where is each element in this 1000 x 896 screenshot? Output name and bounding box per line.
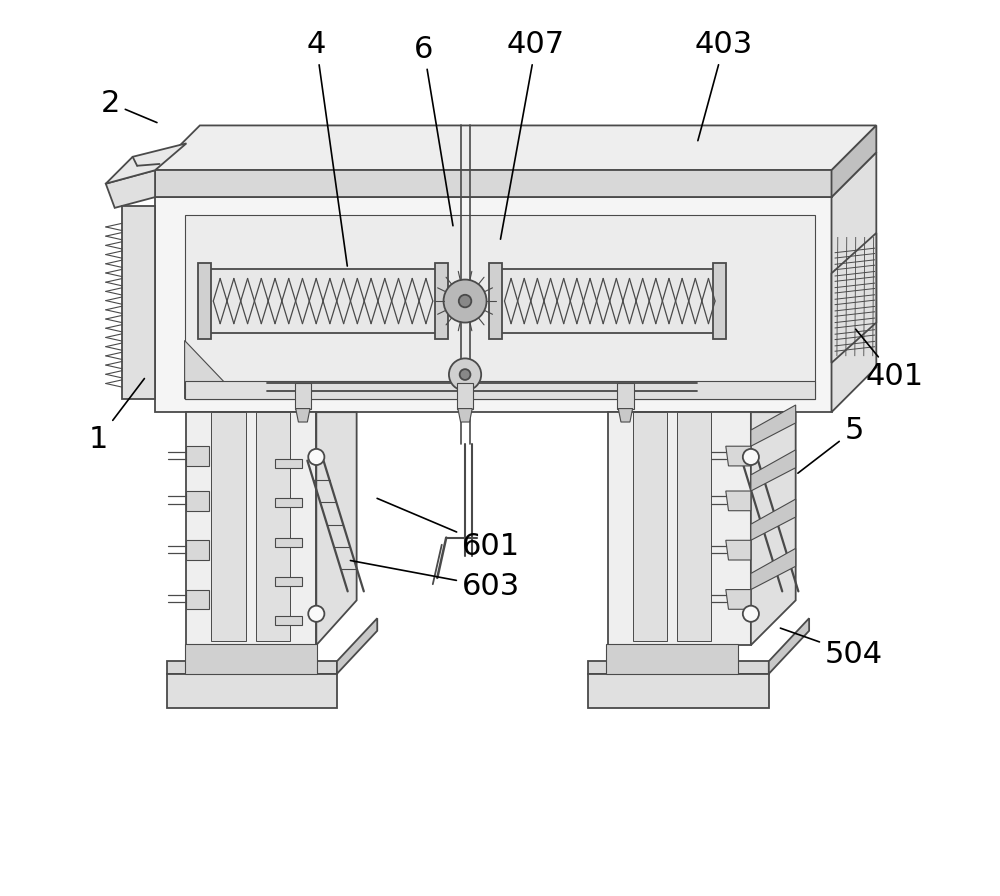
Text: 601: 601 — [377, 498, 520, 561]
Polygon shape — [155, 125, 876, 170]
Polygon shape — [106, 143, 186, 184]
Polygon shape — [726, 590, 751, 609]
Bar — [435, 263, 448, 339]
Text: 403: 403 — [695, 30, 753, 141]
Polygon shape — [296, 409, 310, 422]
Bar — [275, 616, 302, 625]
Bar — [275, 538, 302, 547]
Polygon shape — [186, 446, 209, 466]
Bar — [198, 263, 211, 339]
Polygon shape — [337, 618, 377, 674]
Bar — [617, 383, 634, 409]
Bar — [211, 412, 246, 641]
Text: 2: 2 — [101, 89, 157, 123]
Polygon shape — [751, 405, 796, 446]
Polygon shape — [185, 215, 815, 399]
Circle shape — [743, 606, 759, 622]
Polygon shape — [316, 412, 357, 645]
Bar — [256, 412, 290, 641]
Bar — [677, 412, 711, 641]
Polygon shape — [751, 548, 796, 590]
Polygon shape — [618, 409, 633, 422]
Bar — [295, 383, 311, 409]
Circle shape — [460, 369, 470, 380]
Bar — [500, 269, 724, 333]
Bar — [713, 263, 726, 339]
Text: 504: 504 — [780, 628, 883, 668]
Polygon shape — [751, 499, 796, 540]
Polygon shape — [155, 170, 832, 197]
Polygon shape — [186, 491, 209, 511]
Polygon shape — [751, 412, 796, 645]
Text: 1: 1 — [89, 378, 144, 453]
Bar — [275, 498, 302, 507]
Text: 5: 5 — [798, 416, 864, 473]
Circle shape — [743, 449, 759, 465]
Polygon shape — [832, 233, 876, 363]
Text: 603: 603 — [350, 561, 520, 601]
Polygon shape — [588, 661, 769, 674]
Bar — [185, 644, 317, 674]
Bar — [633, 412, 667, 641]
Text: 401: 401 — [856, 329, 923, 391]
Polygon shape — [726, 540, 751, 560]
Bar — [209, 269, 437, 333]
Bar — [457, 383, 473, 409]
Polygon shape — [588, 674, 769, 708]
Bar — [275, 459, 302, 468]
Polygon shape — [122, 206, 155, 399]
Polygon shape — [608, 412, 751, 645]
Polygon shape — [186, 412, 316, 645]
Circle shape — [449, 358, 481, 391]
Polygon shape — [167, 661, 337, 674]
Polygon shape — [155, 197, 832, 412]
Bar — [275, 577, 302, 586]
Polygon shape — [186, 590, 209, 609]
Polygon shape — [769, 618, 809, 674]
Bar — [489, 263, 502, 339]
Polygon shape — [106, 170, 155, 208]
Polygon shape — [751, 450, 796, 491]
Polygon shape — [186, 540, 209, 560]
Polygon shape — [832, 152, 876, 412]
Polygon shape — [726, 491, 751, 511]
Text: 407: 407 — [500, 30, 565, 239]
Circle shape — [459, 295, 471, 307]
Polygon shape — [726, 446, 751, 466]
Bar — [606, 644, 738, 674]
Circle shape — [308, 449, 324, 465]
Circle shape — [308, 606, 324, 622]
Text: 6: 6 — [414, 35, 453, 226]
Polygon shape — [458, 409, 472, 422]
Polygon shape — [167, 674, 337, 708]
Polygon shape — [185, 340, 240, 399]
Text: 4: 4 — [307, 30, 347, 266]
Polygon shape — [185, 381, 815, 399]
Circle shape — [444, 280, 487, 323]
Polygon shape — [832, 125, 876, 197]
